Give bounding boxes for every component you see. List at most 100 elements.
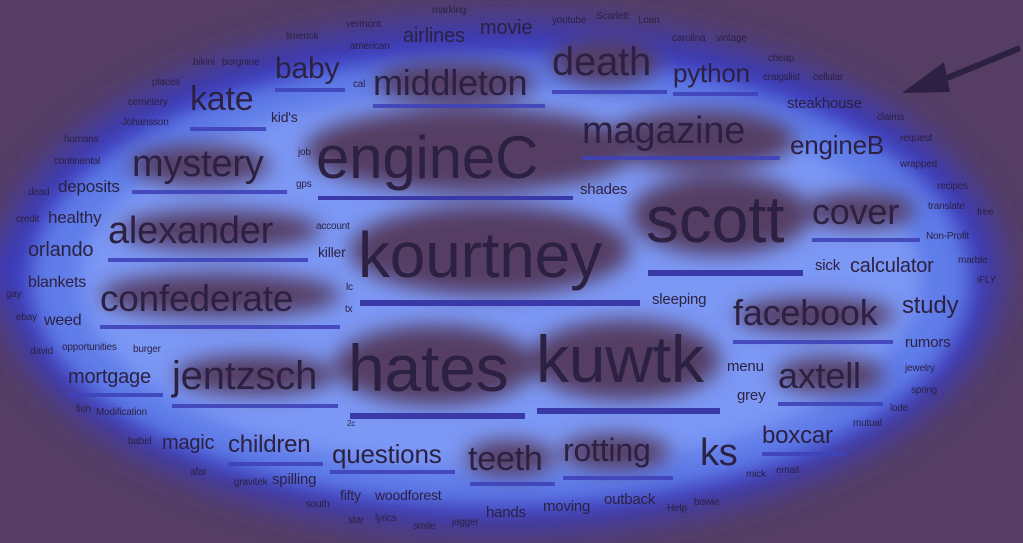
word-johansson: Johansson <box>122 117 169 128</box>
word-limerick: limerick <box>286 31 319 42</box>
word-killer: killer <box>318 244 346 260</box>
word-credit: credit <box>16 214 40 225</box>
word-boxcar: boxcar <box>762 422 833 449</box>
word-deposits: deposits <box>58 177 120 196</box>
word-blankets: blankets <box>28 274 86 291</box>
word-python: python <box>673 58 750 88</box>
word-facebook: facebook <box>733 292 878 333</box>
word-alexander: alexander <box>108 210 274 252</box>
word-vintage: vintage <box>716 33 747 44</box>
word-cheap: cheap <box>768 53 795 64</box>
word-spilling: spilling <box>272 471 317 488</box>
word-nonprofit: Non-Profit <box>926 231 970 242</box>
word-help: Help <box>667 503 687 514</box>
word-request: request <box>900 133 932 144</box>
word-loan: Loan <box>638 15 660 26</box>
word-lc: lc <box>346 282 353 293</box>
word-david: david <box>30 346 53 357</box>
word-smile: smile <box>413 521 436 532</box>
word-carolina: carolina <box>672 33 706 44</box>
word-magazine: magazine <box>582 110 746 152</box>
word-mystery: mystery <box>132 143 264 185</box>
word-account: account <box>316 221 350 232</box>
word-cemetery: cemetery <box>128 97 168 108</box>
word-kate: kate <box>190 80 254 118</box>
word-job: job <box>298 147 311 158</box>
word-humans: humans <box>64 134 99 145</box>
word-vermont: vermont <box>346 19 381 30</box>
word-borgnine: borgnine <box>222 57 260 68</box>
word-tx: tx <box>345 304 353 315</box>
word-magic: magic <box>162 432 215 454</box>
word-spring: spring <box>911 385 938 396</box>
word-south: south <box>306 499 330 510</box>
word-teeth: teeth <box>468 440 543 478</box>
word-bowie: bowie <box>694 497 720 508</box>
word-children: children <box>228 431 311 458</box>
word-middleton: middleton <box>373 62 528 103</box>
word-kuwtk: kuwtk <box>536 322 704 396</box>
word-jagger: jagger <box>452 517 479 528</box>
word-weed: weed <box>44 312 82 329</box>
word-gps: gps <box>296 179 312 190</box>
word-confederate: confederate <box>100 278 294 319</box>
word-baby: baby <box>275 52 340 85</box>
word-translate: translate <box>928 201 965 212</box>
word-shades: shades <box>580 181 628 198</box>
word-woodforest: woodforest <box>375 487 442 503</box>
word-mick: mick <box>746 469 766 480</box>
word-scarlett: Scarlett <box>596 11 629 22</box>
word-lyrics: lyrics <box>375 513 397 524</box>
word-movie: movie <box>480 17 533 39</box>
word-mutual: mutual <box>853 418 882 429</box>
word-questions: questions <box>332 439 442 469</box>
word-craigslist: craigslist <box>763 72 800 83</box>
word-jewelry: jewelry <box>905 363 935 374</box>
word-american: american <box>350 41 390 52</box>
word-study: study <box>902 292 959 319</box>
word-scott: scott <box>646 182 785 256</box>
word-menu: menu <box>727 358 764 375</box>
word-babel: babel <box>128 436 152 447</box>
word-moving: moving <box>543 498 591 515</box>
word-opportunities: opportunities <box>62 342 117 353</box>
word-wrapped: wrapped <box>900 159 937 170</box>
word-continental: continental <box>54 156 101 167</box>
word-hands: hands <box>486 504 526 521</box>
word-kids: kid's <box>271 109 298 125</box>
word-cellular: cellular <box>813 72 844 83</box>
word-burger: burger <box>133 344 161 355</box>
word-cover: cover <box>812 191 900 232</box>
word-axtell: axtell <box>778 355 861 396</box>
word-email: email <box>776 465 799 476</box>
word-engineb: engineB <box>790 130 885 160</box>
word-outback: outback <box>604 491 656 508</box>
word-ebay: ebay <box>16 312 37 323</box>
word-places: places <box>152 77 180 88</box>
word-2c: 2c <box>347 419 356 428</box>
word-marble: marble <box>958 255 988 266</box>
word-grey: grey <box>737 387 766 404</box>
word-gravitek: gravitek <box>234 477 268 488</box>
word-calculator: calculator <box>850 255 934 277</box>
word-ifly: iFLY <box>977 275 997 286</box>
word-fish: fish <box>76 404 91 415</box>
word-free: free <box>977 207 994 218</box>
word-airlines: airlines <box>403 25 465 47</box>
word-afar: afar <box>190 467 207 478</box>
word-lode: lode <box>890 403 909 414</box>
word-claims: claims <box>877 112 905 123</box>
word-kourtney: kourtney <box>358 219 602 291</box>
word-healthy: healthy <box>48 208 102 227</box>
word-enginec: engineC <box>316 124 539 191</box>
word-modification: Modification <box>96 407 147 418</box>
word-hates: hates <box>348 331 509 405</box>
word-gay: gay <box>6 289 22 300</box>
word-dead: dead <box>28 187 50 198</box>
word-rumors: rumors <box>905 334 951 351</box>
word-rotting: rotting <box>563 432 651 468</box>
word-sick: sick <box>815 257 841 274</box>
